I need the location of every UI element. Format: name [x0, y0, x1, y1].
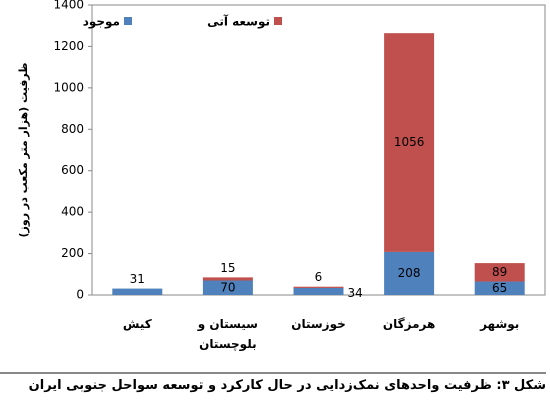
data-label: 89 [492, 265, 507, 279]
bar-segment [202, 277, 253, 281]
y-tick-label: 1200 [53, 39, 84, 53]
x-tick-label: خوزستان [291, 317, 346, 331]
y-tick-label: 800 [61, 122, 84, 136]
x-tick-label: کیش [122, 317, 152, 331]
bar-segment [474, 281, 525, 295]
legend-label: موجود [83, 15, 120, 30]
chart: ظرفیت (هزار متر مکعب در روز) 0 200 400 600 8… [17, 0, 546, 302]
bar-segment [474, 263, 525, 282]
caption: شکل ۳: ظرفیت واحدهای نمک‌زدایی در حال کا… [0, 372, 546, 393]
data-label: 34 [348, 286, 363, 300]
data-label: 15 [220, 261, 235, 275]
legend-swatch [274, 17, 282, 25]
x-tick-label: سیستان و بلوچستان [197, 317, 258, 351]
data-label: 6 [315, 270, 323, 284]
data-label: 31 [130, 272, 145, 286]
bar-segment [293, 287, 344, 295]
y-tick-label: 1400 [53, 0, 84, 12]
bar-segment [202, 280, 253, 295]
legend-swatch [124, 17, 132, 25]
x-tick-label: هرمزگان [382, 317, 436, 331]
y-axis-label: ظرفیت (هزار متر مکعب در روز) [17, 62, 30, 237]
x-tick-label: بوشهر [480, 317, 520, 331]
bar-segment [384, 33, 435, 252]
plot-frame [91, 4, 546, 296]
bar-segment [112, 288, 163, 295]
bar-segment [293, 286, 344, 288]
bar-segment [384, 251, 435, 295]
y-tick-label: 600 [61, 163, 84, 177]
y-tick-label: 1000 [53, 80, 84, 94]
y-tick-label: 0 [76, 288, 84, 302]
data-label: 208 [398, 266, 421, 280]
legend-label: توسعه آتی [207, 14, 270, 30]
data-label: 65 [492, 281, 507, 295]
y-tick-label: 200 [61, 246, 84, 260]
y-tick-label: 400 [61, 205, 84, 219]
data-label: 1056 [394, 135, 425, 149]
data-label: 70 [220, 280, 235, 294]
